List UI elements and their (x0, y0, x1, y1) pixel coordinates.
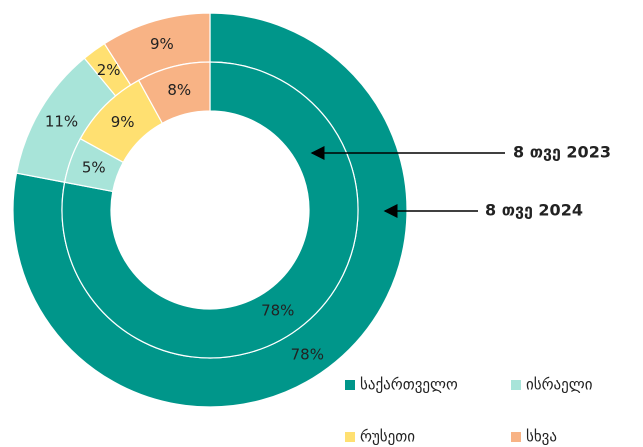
slice-label: 78% (261, 301, 294, 319)
slice-label: 11% (45, 113, 78, 131)
slice-label: 9% (150, 35, 174, 53)
legend-label: რუსეთი (360, 428, 415, 446)
slice-label: 2% (97, 61, 121, 79)
legend-label: საქართველო (360, 376, 458, 394)
slice-label: 78% (291, 345, 324, 363)
slice-label: 5% (82, 159, 106, 177)
slice (61, 61, 359, 359)
series-annotation: 8 თვე 2024 (485, 201, 583, 220)
legend-swatch (345, 380, 355, 390)
legend-swatch (345, 432, 355, 442)
legend-swatch (511, 380, 521, 390)
series-annotation: 8 თვე 2023 (513, 143, 611, 162)
legend-swatch (511, 432, 521, 442)
legend-label: სხვა (526, 428, 557, 446)
legend-label: ისრაელი (526, 376, 593, 394)
slice (137, 61, 211, 125)
slice-label: 8% (167, 81, 191, 99)
slice-label: 9% (111, 113, 135, 131)
